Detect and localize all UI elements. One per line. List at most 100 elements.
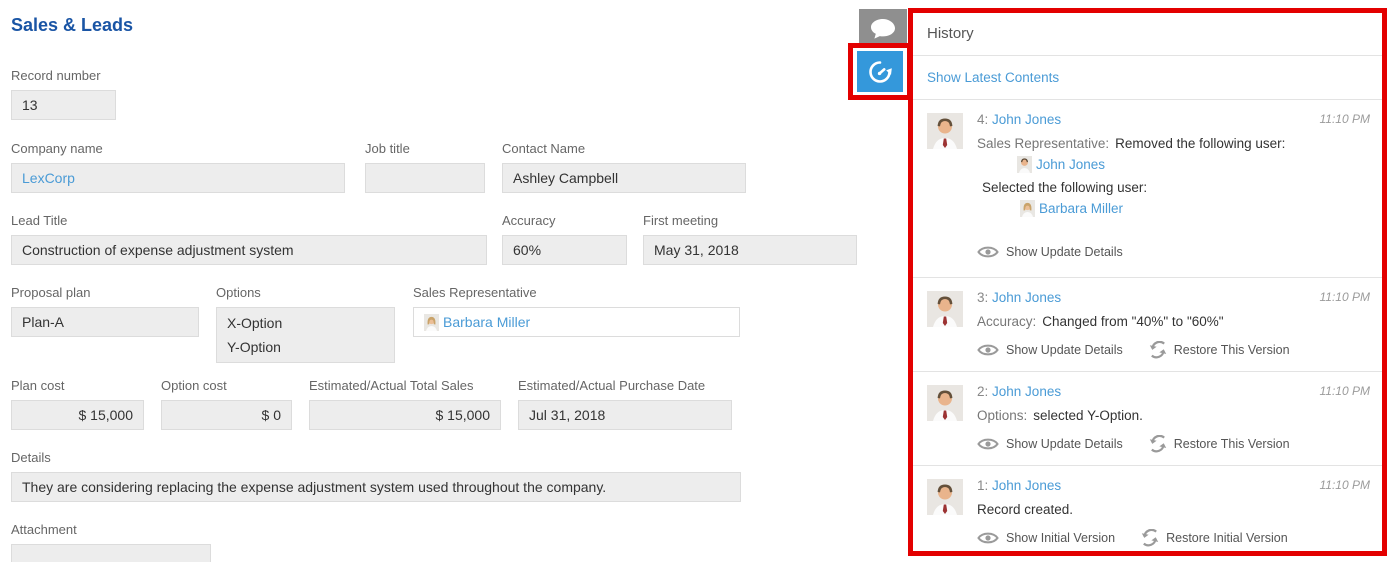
company-name-value: LexCorp (11, 163, 345, 193)
show-update-details-button[interactable]: Show Update Details (977, 244, 1123, 260)
action-label: Show Update Details (1006, 245, 1123, 259)
field-label: Estimated/Actual Purchase Date (518, 378, 706, 393)
history-button[interactable] (857, 51, 903, 92)
eye-icon (977, 246, 999, 258)
field-label: Details (11, 450, 51, 465)
details-value: They are considering replacing the expen… (11, 472, 741, 502)
field-label: Option cost (161, 378, 227, 393)
changed-field-label: Sales Representative: (977, 136, 1110, 151)
lead-title-value: Construction of expense adjustment syste… (11, 235, 487, 265)
entry-number: 1: (977, 478, 989, 493)
plan-cost-value: $ 15,000 (11, 400, 144, 430)
contact-name-value: Ashley Campbell (502, 163, 746, 193)
show-initial-version-button[interactable]: Show Initial Version (977, 530, 1115, 546)
option-cost-value: $ 0 (161, 400, 292, 430)
history-button-annotation (848, 43, 912, 100)
entry-timestamp: 11:10 PM (1319, 478, 1370, 492)
field-lead-title: Lead Title Construction of expense adjus… (11, 213, 487, 265)
restore-icon (1148, 341, 1167, 359)
field-label: Contact Name (502, 141, 586, 156)
avatar (927, 291, 963, 327)
show-update-details-button[interactable]: Show Update Details (977, 342, 1123, 358)
action-label: Show Update Details (1006, 437, 1123, 451)
restore-this-version-button[interactable]: Restore This Version (1148, 341, 1290, 359)
field-est-total-sales: Estimated/Actual Total Sales $ 15,000 (309, 378, 501, 430)
entry-number: 3: (977, 290, 989, 305)
field-label: Sales Representative (413, 285, 537, 300)
entry-timestamp: 11:10 PM (1319, 112, 1370, 126)
field-label: Attachment (11, 522, 77, 537)
change-description: Selected the following user: (982, 180, 1148, 195)
field-label: Job title (365, 141, 410, 156)
first-meeting-value: May 31, 2018 (643, 235, 857, 265)
restore-this-version-button[interactable]: Restore This Version (1148, 435, 1290, 453)
entry-user-link[interactable]: John Jones (992, 384, 1062, 399)
field-sales-representative: Sales Representative Barbara Miller (413, 285, 740, 337)
avatar (927, 113, 963, 149)
entry-user-link[interactable]: John Jones (992, 112, 1062, 127)
restore-icon (1148, 435, 1167, 453)
company-name-link[interactable]: LexCorp (22, 170, 75, 186)
change-description: Changed from "40%" to "60%" (1042, 314, 1224, 329)
field-contact-name: Contact Name Ashley Campbell (502, 141, 746, 193)
est-purchase-date-value: Jul 31, 2018 (518, 400, 732, 430)
change-description: selected Y-Option. (1033, 408, 1143, 423)
action-label: Restore This Version (1173, 343, 1290, 357)
field-option-cost: Option cost $ 0 (161, 378, 292, 430)
field-first-meeting: First meeting May 31, 2018 (643, 213, 857, 265)
field-label: Record number (11, 68, 101, 83)
field-accuracy: Accuracy 60% (502, 213, 627, 265)
accuracy-value: 60% (502, 235, 627, 265)
history-entry: 11:10 PM 3: John Jones Accuracy: Changed … (913, 278, 1382, 372)
entry-timestamp: 11:10 PM (1319, 290, 1370, 304)
change-description: Record created. (977, 502, 1074, 517)
record-number-value: 13 (11, 90, 116, 120)
entry-user-link[interactable]: John Jones (992, 290, 1062, 305)
field-job-title: Job title (365, 141, 485, 193)
action-label: Show Update Details (1006, 343, 1123, 357)
history-panel: History Show Latest Contents 11:10 PM 4:… (908, 8, 1387, 556)
field-options: Options X-Option Y-Option (216, 285, 395, 363)
history-entry: 11:10 PM 2: John Jones Options: selected … (913, 372, 1382, 466)
history-entry: 11:10 PM 4: John Jones Sales Representat… (913, 100, 1382, 278)
field-label: Accuracy (502, 213, 556, 228)
eye-icon (977, 344, 999, 356)
avatar (927, 479, 963, 515)
eye-icon (977, 532, 999, 544)
est-total-sales-value: $ 15,000 (309, 400, 501, 430)
entry-number: 4: (977, 112, 989, 127)
change-description: Removed the following user: (1115, 136, 1286, 151)
history-entry: 11:10 PM 1: John Jones Record created. S… (913, 466, 1382, 551)
eye-icon (977, 438, 999, 450)
comments-button[interactable] (859, 9, 907, 48)
field-label: Company name (11, 141, 103, 156)
show-latest-contents-link[interactable]: Show Latest Contents (927, 70, 1060, 85)
show-update-details-button[interactable]: Show Update Details (977, 436, 1123, 452)
avatar (927, 385, 963, 421)
option-y: Y-Option (227, 339, 281, 355)
selected-user-link[interactable]: Barbara Miller (1039, 201, 1124, 216)
history-clock-icon (869, 60, 892, 83)
changed-field-label: Accuracy: (977, 314, 1037, 329)
field-label: Options (216, 285, 261, 300)
field-label: Estimated/Actual Total Sales (309, 378, 474, 393)
restore-initial-version-button[interactable]: Restore Initial Version (1141, 529, 1288, 547)
action-label: Show Initial Version (1006, 531, 1116, 545)
field-attachment: Attachment (11, 522, 211, 562)
action-label: Restore This Version (1173, 437, 1290, 451)
sales-representative-link[interactable]: Barbara Miller (443, 314, 531, 330)
job-title-value (365, 163, 485, 193)
field-company-name: Company name LexCorp (11, 141, 345, 193)
field-proposal-plan: Proposal plan Plan-A (11, 285, 199, 337)
removed-user-link[interactable]: John Jones (1036, 157, 1106, 172)
entry-number: 2: (977, 384, 989, 399)
history-panel-title: History (913, 13, 1382, 56)
show-latest-contents-row: Show Latest Contents (913, 56, 1382, 100)
changed-field-label: Options: (977, 408, 1028, 423)
entry-user-link[interactable]: John Jones (992, 478, 1062, 493)
field-label: Proposal plan (11, 285, 91, 300)
speech-bubble-icon (871, 18, 895, 39)
field-plan-cost: Plan cost $ 15,000 (11, 378, 144, 430)
entry-timestamp: 11:10 PM (1319, 384, 1370, 398)
